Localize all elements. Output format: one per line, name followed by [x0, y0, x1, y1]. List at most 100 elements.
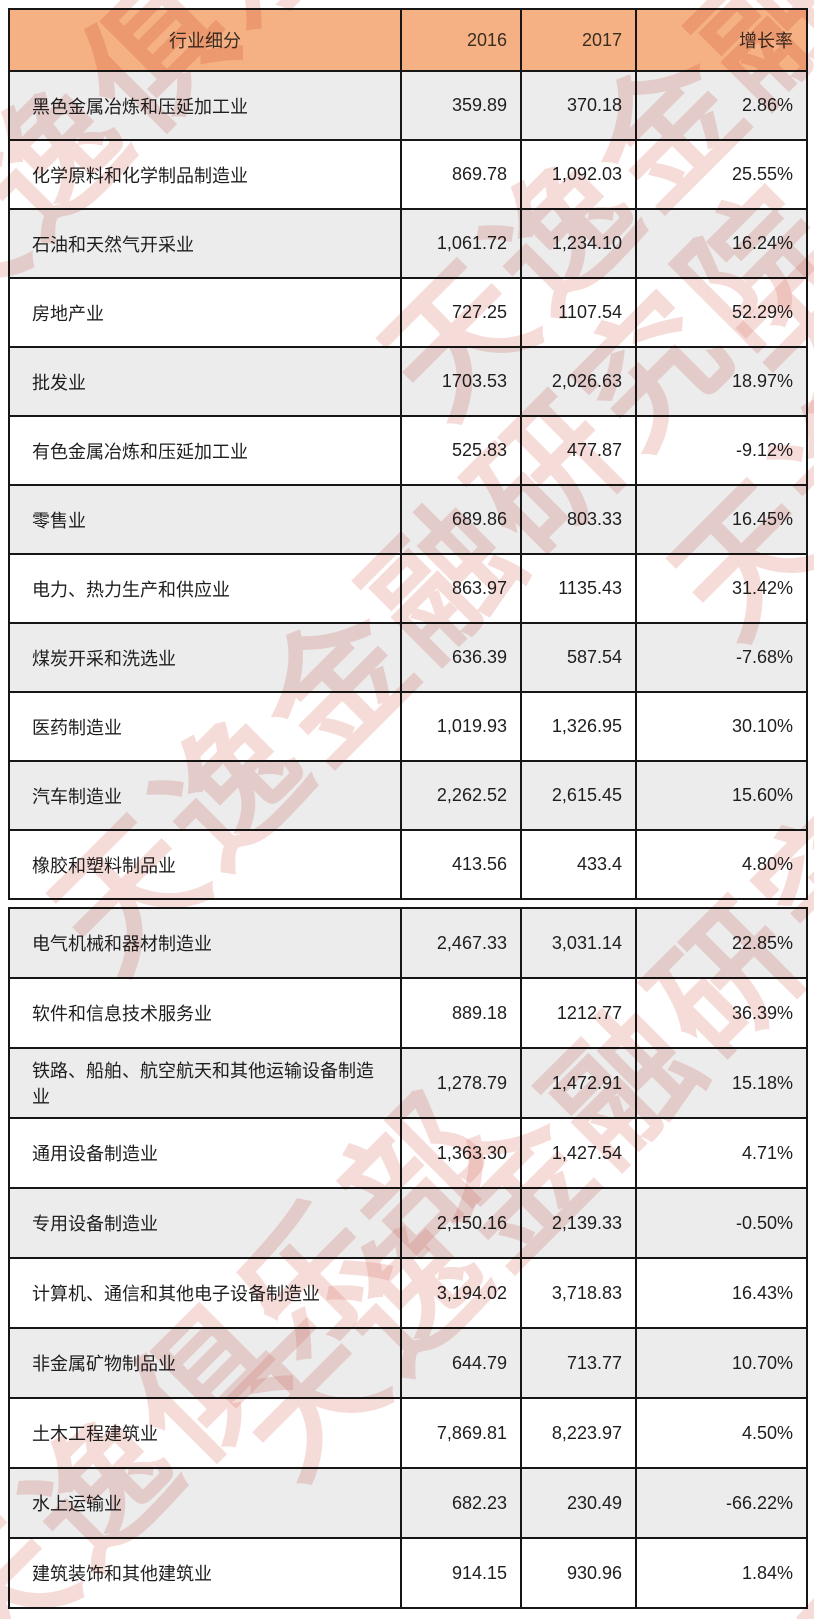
- value-2017-cell: 1,092.03: [520, 139, 637, 210]
- value-2016-cell: 636.39: [400, 622, 522, 693]
- industry-table-lower: 电气机械和器材制造业 2,467.33 3,031.14 22.85% 软件和信…: [8, 907, 808, 1609]
- value-2017-cell: 1135.43: [520, 553, 637, 624]
- growth-rate-cell: 4.80%: [635, 829, 808, 900]
- value-2016-cell: 1703.53: [400, 346, 522, 417]
- industry-cell: 黑色金属冶炼和压延加工业: [8, 70, 402, 141]
- industry-cell: 电气机械和器材制造业: [8, 907, 402, 979]
- value-2016-cell: 682.23: [400, 1467, 522, 1539]
- growth-rate-cell: 15.60%: [635, 760, 808, 831]
- industry-cell: 电力、热力生产和供应业: [8, 553, 402, 624]
- table-row: 房地产业 727.25 1107.54 52.29%: [8, 277, 808, 348]
- growth-rate-cell: 52.29%: [635, 277, 808, 348]
- table-row: 医药制造业 1,019.93 1,326.95 30.10%: [8, 691, 808, 762]
- column-header-2017: 2017: [520, 8, 637, 72]
- value-2017-cell: 477.87: [520, 415, 637, 486]
- industry-cell: 橡胶和塑料制品业: [8, 829, 402, 900]
- table-row: 建筑装饰和其他建筑业 914.15 930.96 1.84%: [8, 1537, 808, 1609]
- value-2016-cell: 2,262.52: [400, 760, 522, 831]
- industry-cell: 土木工程建筑业: [8, 1397, 402, 1469]
- table-row: 黑色金属冶炼和压延加工业 359.89 370.18 2.86%: [8, 70, 808, 141]
- growth-rate-cell: -66.22%: [635, 1467, 808, 1539]
- growth-rate-cell: -9.12%: [635, 415, 808, 486]
- table-row: 批发业 1703.53 2,026.63 18.97%: [8, 346, 808, 417]
- growth-rate-cell: -0.50%: [635, 1187, 808, 1259]
- growth-rate-cell: 15.18%: [635, 1047, 808, 1119]
- table-row: 化学原料和化学制品制造业 869.78 1,092.03 25.55%: [8, 139, 808, 210]
- value-2017-cell: 2,615.45: [520, 760, 637, 831]
- industry-cell: 有色金属冶炼和压延加工业: [8, 415, 402, 486]
- value-2017-cell: 2,026.63: [520, 346, 637, 417]
- growth-rate-cell: 16.24%: [635, 208, 808, 279]
- table-row: 水上运输业 682.23 230.49 -66.22%: [8, 1467, 808, 1539]
- value-2016-cell: 359.89: [400, 70, 522, 141]
- value-2017-cell: 713.77: [520, 1327, 637, 1399]
- value-2016-cell: 689.86: [400, 484, 522, 555]
- industry-table-upper: 行业细分 2016 2017 增长率 黑色金属冶炼和压延加工业 359.89 3…: [8, 8, 808, 900]
- industry-cell: 零售业: [8, 484, 402, 555]
- industry-cell: 建筑装饰和其他建筑业: [8, 1537, 402, 1609]
- table-row: 石油和天然气开采业 1,061.72 1,234.10 16.24%: [8, 208, 808, 279]
- table-row: 土木工程建筑业 7,869.81 8,223.97 4.50%: [8, 1397, 808, 1469]
- growth-rate-cell: 22.85%: [635, 907, 808, 979]
- table-row: 软件和信息技术服务业 889.18 1212.77 36.39%: [8, 977, 808, 1049]
- growth-rate-cell: 25.55%: [635, 139, 808, 210]
- growth-rate-cell: 36.39%: [635, 977, 808, 1049]
- value-2016-cell: 644.79: [400, 1327, 522, 1399]
- growth-rate-cell: 2.86%: [635, 70, 808, 141]
- industry-cell: 专用设备制造业: [8, 1187, 402, 1259]
- table-row: 电气机械和器材制造业 2,467.33 3,031.14 22.85%: [8, 907, 808, 979]
- value-2016-cell: 889.18: [400, 977, 522, 1049]
- growth-rate-cell: 10.70%: [635, 1327, 808, 1399]
- table-row: 煤炭开采和洗选业 636.39 587.54 -7.68%: [8, 622, 808, 693]
- table-header-row: 行业细分 2016 2017 增长率: [8, 8, 808, 72]
- table-row: 汽车制造业 2,262.52 2,615.45 15.60%: [8, 760, 808, 831]
- industry-cell: 计算机、通信和其他电子设备制造业: [8, 1257, 402, 1329]
- value-2016-cell: 1,278.79: [400, 1047, 522, 1119]
- growth-rate-cell: 16.43%: [635, 1257, 808, 1329]
- value-2016-cell: 1,363.30: [400, 1117, 522, 1189]
- column-header-industry: 行业细分: [8, 8, 402, 72]
- table-row: 通用设备制造业 1,363.30 1,427.54 4.71%: [8, 1117, 808, 1189]
- industry-cell: 非金属矿物制品业: [8, 1327, 402, 1399]
- value-2017-cell: 1107.54: [520, 277, 637, 348]
- value-2016-cell: 3,194.02: [400, 1257, 522, 1329]
- table-row: 专用设备制造业 2,150.16 2,139.33 -0.50%: [8, 1187, 808, 1259]
- growth-rate-cell: 4.50%: [635, 1397, 808, 1469]
- value-2016-cell: 413.56: [400, 829, 522, 900]
- value-2016-cell: 914.15: [400, 1537, 522, 1609]
- value-2017-cell: 1212.77: [520, 977, 637, 1049]
- industry-cell: 房地产业: [8, 277, 402, 348]
- growth-rate-cell: 30.10%: [635, 691, 808, 762]
- growth-rate-cell: 31.42%: [635, 553, 808, 624]
- industry-cell: 石油和天然气开采业: [8, 208, 402, 279]
- column-header-growth-rate: 增长率: [635, 8, 808, 72]
- growth-rate-cell: -7.68%: [635, 622, 808, 693]
- value-2017-cell: 1,472.91: [520, 1047, 637, 1119]
- value-2016-cell: 1,061.72: [400, 208, 522, 279]
- table-row: 非金属矿物制品业 644.79 713.77 10.70%: [8, 1327, 808, 1399]
- industry-cell: 煤炭开采和洗选业: [8, 622, 402, 693]
- value-2017-cell: 8,223.97: [520, 1397, 637, 1469]
- value-2017-cell: 930.96: [520, 1537, 637, 1609]
- value-2017-cell: 2,139.33: [520, 1187, 637, 1259]
- value-2017-cell: 3,031.14: [520, 907, 637, 979]
- value-2017-cell: 1,234.10: [520, 208, 637, 279]
- growth-rate-cell: 16.45%: [635, 484, 808, 555]
- value-2016-cell: 869.78: [400, 139, 522, 210]
- value-2017-cell: 587.54: [520, 622, 637, 693]
- industry-cell: 通用设备制造业: [8, 1117, 402, 1189]
- value-2016-cell: 7,869.81: [400, 1397, 522, 1469]
- column-header-2016: 2016: [400, 8, 522, 72]
- table-row: 有色金属冶炼和压延加工业 525.83 477.87 -9.12%: [8, 415, 808, 486]
- industry-cell: 医药制造业: [8, 691, 402, 762]
- growth-rate-cell: 4.71%: [635, 1117, 808, 1189]
- value-2016-cell: 2,467.33: [400, 907, 522, 979]
- table-row: 橡胶和塑料制品业 413.56 433.4 4.80%: [8, 829, 808, 900]
- value-2017-cell: 370.18: [520, 70, 637, 141]
- value-2016-cell: 727.25: [400, 277, 522, 348]
- value-2016-cell: 863.97: [400, 553, 522, 624]
- table-row: 电力、热力生产和供应业 863.97 1135.43 31.42%: [8, 553, 808, 624]
- value-2017-cell: 3,718.83: [520, 1257, 637, 1329]
- table-row: 计算机、通信和其他电子设备制造业 3,194.02 3,718.83 16.43…: [8, 1257, 808, 1329]
